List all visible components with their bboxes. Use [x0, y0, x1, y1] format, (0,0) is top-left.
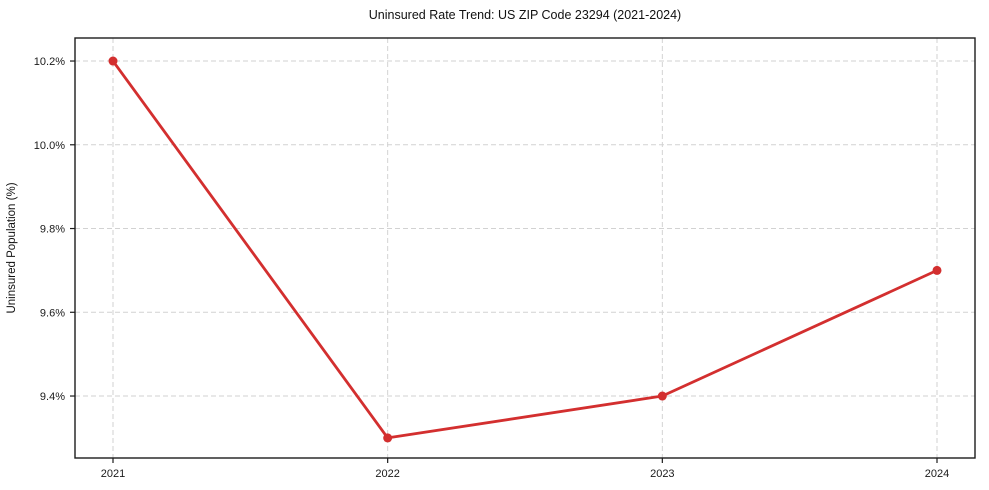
plot-frame	[74, 37, 976, 459]
x-tick-label: 2021	[101, 468, 125, 480]
plot-area: 9.4% 9.6% 9.8% 10.0% 10.2% 2021 2022 2023 2024	[34, 37, 976, 480]
y-tick-label: 9.8%	[40, 224, 65, 236]
y-tick-label: 9.6%	[40, 307, 65, 319]
y-tick-label: 10.0%	[34, 140, 65, 152]
data-point-2024	[932, 265, 942, 275]
trend-line	[111, 59, 939, 440]
y-axis-label: Uninsured Population (%)	[6, 182, 18, 313]
x-tick-label: 2023	[650, 468, 674, 480]
x-tick-label: 2024	[925, 468, 949, 480]
x-tick-label: 2022	[375, 468, 399, 480]
data-point-2023	[657, 391, 667, 401]
y-tick-label: 10.2%	[34, 56, 65, 68]
data-point-2021	[108, 56, 118, 66]
data-point-2022	[383, 433, 393, 443]
y-tick-label: 9.4%	[40, 391, 65, 403]
chart-title: Uninsured Rate Trend: US ZIP Code 23294 …	[369, 8, 681, 22]
